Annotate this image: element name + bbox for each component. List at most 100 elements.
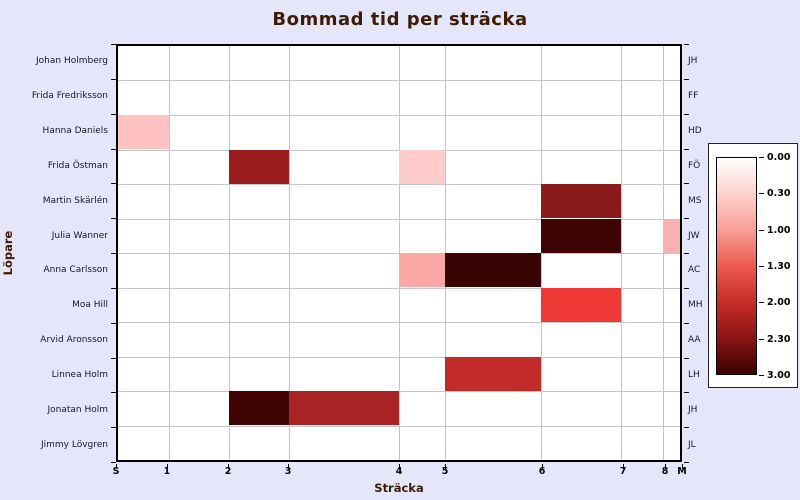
colorbar-tick-mark <box>759 375 764 376</box>
y-axis-tick-mark-left <box>111 183 116 185</box>
runner-code-label: FF <box>688 91 699 102</box>
colorbar-tick-mark <box>759 266 764 267</box>
y-axis-tick-mark-left <box>111 392 116 394</box>
x-axis-tick-mark <box>399 464 400 469</box>
horizontal-gridline <box>118 287 680 289</box>
x-axis-tick-mark <box>116 464 117 469</box>
x-axis-tick-label: 8 <box>661 466 669 477</box>
x-axis-tick-label: S <box>112 466 120 477</box>
heatmap-cell <box>399 149 445 184</box>
runner-code-label: FÖ <box>688 160 701 171</box>
y-axis-tick-mark-left <box>111 253 116 254</box>
runner-code-label: HD <box>688 126 702 137</box>
heatmap-cell <box>118 114 169 150</box>
horizontal-gridline <box>118 356 680 358</box>
runner-name-label: Moa Hill <box>72 300 108 311</box>
y-axis-tick-mark-left <box>111 287 116 289</box>
runner-name-label: Frida Östman <box>47 160 108 171</box>
colorbar-tick-label: 3.00 <box>767 370 791 381</box>
x-axis-tick-label: 5 <box>441 466 449 477</box>
x-axis-tick-mark <box>665 464 667 469</box>
y-axis-tick-mark-left <box>111 44 116 45</box>
y-axis-tick-mark-right <box>684 253 689 254</box>
runner-name-label: Arvid Aronsson <box>40 335 108 346</box>
colorbar: 0.00 0.30 1.00 1.30 2.00 2.30 3.00 <box>708 143 798 388</box>
runner-code-label: LH <box>688 369 700 380</box>
y-axis-tick-mark-left <box>111 148 116 150</box>
runner-name-label: Jonatan Holm <box>47 404 108 415</box>
y-axis-tick-mark-right <box>684 427 689 429</box>
x-axis-tick-label: 1 <box>163 466 171 477</box>
y-axis-tick-mark-right <box>684 392 689 394</box>
y-axis-tick-mark-right <box>684 322 689 324</box>
x-axis-tick-mark <box>542 464 544 469</box>
x-axis-label: Sträcka <box>374 481 424 495</box>
x-axis-tick-mark <box>445 464 447 469</box>
colorbar-tick-mark <box>759 229 764 231</box>
x-axis-tick-label: M <box>677 466 687 477</box>
heatmap-plot-area <box>116 44 682 462</box>
x-axis-tick-mark <box>682 464 683 469</box>
x-axis-tick-label: 2 <box>224 466 232 477</box>
y-axis-tick-mark-right <box>684 357 689 359</box>
y-axis-tick-mark-left <box>111 427 116 429</box>
runner-code-label: JH <box>688 404 698 415</box>
colorbar-tick-label: 2.30 <box>767 333 791 345</box>
y-axis-tick-mark-left <box>111 78 116 80</box>
x-axis-tick-label: 7 <box>619 466 627 477</box>
colorbar-gradient <box>716 157 757 375</box>
x-axis-tick-mark <box>288 464 289 469</box>
runner-name-label: Martin Skärlén <box>42 195 108 206</box>
colorbar-tick-mark <box>759 302 764 304</box>
chart-title: Bommad tid per sträcka <box>272 9 528 30</box>
runner-name-label: Jimmy Lövgren <box>40 439 108 450</box>
heatmap-cell <box>541 287 622 322</box>
y-axis-tick-mark-left <box>111 462 116 463</box>
runner-name-label: Julia Wanner <box>51 230 108 241</box>
runner-name-label: Hanna Daniels <box>42 126 108 137</box>
x-axis-tick-mark <box>228 464 229 469</box>
runner-code-label: MH <box>688 300 703 311</box>
heatmap-cell <box>288 391 399 426</box>
heatmap-cell <box>444 253 541 288</box>
horizontal-gridline <box>118 425 680 427</box>
y-axis-tick-mark-right <box>684 218 689 220</box>
heatmap-cell <box>663 218 680 253</box>
runner-code-label: AA <box>688 335 701 346</box>
colorbar-tick-label: 0.30 <box>767 188 791 200</box>
x-axis-tick-label: 4 <box>395 466 403 477</box>
colorbar-tick-label: 2.00 <box>767 297 791 309</box>
horizontal-gridline <box>118 218 680 220</box>
y-axis-tick-mark-right <box>684 78 689 80</box>
colorbar-tick-label: 1.30 <box>767 261 791 272</box>
y-axis-label: Löpare <box>1 230 15 276</box>
y-axis-tick-mark-left <box>111 357 116 359</box>
y-axis-tick-mark-right <box>684 183 689 185</box>
runner-code-label: JW <box>688 230 700 241</box>
y-axis-tick-mark-right <box>684 462 689 463</box>
y-axis-tick-mark-right <box>684 148 689 150</box>
x-axis-tick-label: 3 <box>284 466 292 477</box>
heatmap-cell <box>541 218 622 253</box>
runner-code-label: JH <box>688 56 698 67</box>
heatmap-cell <box>229 149 289 184</box>
runner-name-label: Johan Holmberg <box>36 56 108 67</box>
heatmap-cell <box>541 183 622 219</box>
runner-code-label: JL <box>688 439 696 450</box>
horizontal-gridline <box>118 114 680 116</box>
runner-name-label: Frida Fredriksson <box>31 91 108 102</box>
x-axis-tick-label: 6 <box>538 466 546 477</box>
runner-name-label: Anna Carlsson <box>43 265 108 276</box>
y-axis-tick-mark-left <box>111 113 116 115</box>
horizontal-gridline <box>118 183 680 185</box>
colorbar-tick-mark <box>759 157 764 158</box>
y-axis-tick-mark-left <box>111 322 116 324</box>
heatmap-cell <box>444 356 541 391</box>
x-axis-tick-mark <box>166 464 168 469</box>
heatmap-cell <box>399 253 445 288</box>
runner-code-label: MS <box>688 195 702 206</box>
horizontal-gridline <box>118 80 680 82</box>
runner-code-label: AC <box>688 265 701 276</box>
colorbar-tick-mark <box>759 338 764 340</box>
colorbar-tick-label: 1.00 <box>767 224 791 236</box>
